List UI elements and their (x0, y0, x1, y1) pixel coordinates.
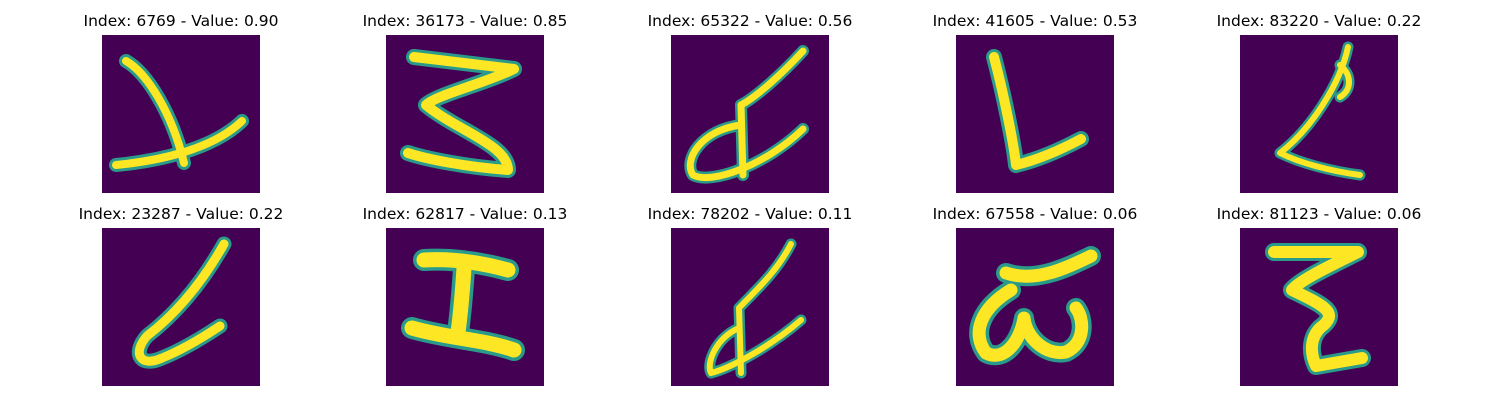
sample-panel-10: Index: 81123 - Value: 0.06 (1199, 204, 1439, 386)
letter-i-icon (386, 228, 544, 386)
sample-title: Index: 6769 - Value: 0.90 (83, 12, 279, 30)
letter-l-icon (956, 35, 1114, 193)
reversed-e-icon (386, 35, 544, 193)
sample-title: Index: 62817 - Value: 0.13 (362, 205, 568, 223)
w-shape-icon (956, 228, 1114, 386)
slanted-l-icon (1240, 35, 1398, 193)
looped-b-icon (102, 228, 260, 386)
sample-title: Index: 36173 - Value: 0.85 (362, 12, 568, 30)
sample-title: Index: 83220 - Value: 0.22 (1216, 12, 1422, 30)
sample-panel-7: Index: 62817 - Value: 0.13 (345, 204, 585, 386)
sample-panel-8: Index: 78202 - Value: 0.11 (630, 204, 870, 386)
sample-title: Index: 41605 - Value: 0.53 (932, 12, 1138, 30)
looped-letter-icon (671, 228, 829, 386)
sample-title: Index: 23287 - Value: 0.22 (78, 205, 284, 223)
sample-panel-9: Index: 67558 - Value: 0.06 (915, 204, 1155, 386)
sample-title: Index: 67558 - Value: 0.06 (932, 205, 1138, 223)
sample-panel-3: Index: 65322 - Value: 0.56 (630, 11, 870, 193)
sample-panel-1: Index: 6769 - Value: 0.90 (61, 11, 301, 193)
sample-title: Index: 78202 - Value: 0.11 (647, 205, 853, 223)
sample-panel-5: Index: 83220 - Value: 0.22 (1199, 11, 1439, 193)
sample-panel-6: Index: 23287 - Value: 0.22 (61, 204, 301, 386)
looped-letter-icon (671, 35, 829, 193)
letter-z-icon (1240, 228, 1398, 386)
sample-panel-4: Index: 41605 - Value: 0.53 (915, 11, 1155, 193)
sample-title: Index: 65322 - Value: 0.56 (647, 12, 853, 30)
upside-down-y-icon (102, 35, 260, 193)
sample-panel-2: Index: 36173 - Value: 0.85 (345, 11, 585, 193)
sample-title: Index: 81123 - Value: 0.06 (1216, 205, 1422, 223)
